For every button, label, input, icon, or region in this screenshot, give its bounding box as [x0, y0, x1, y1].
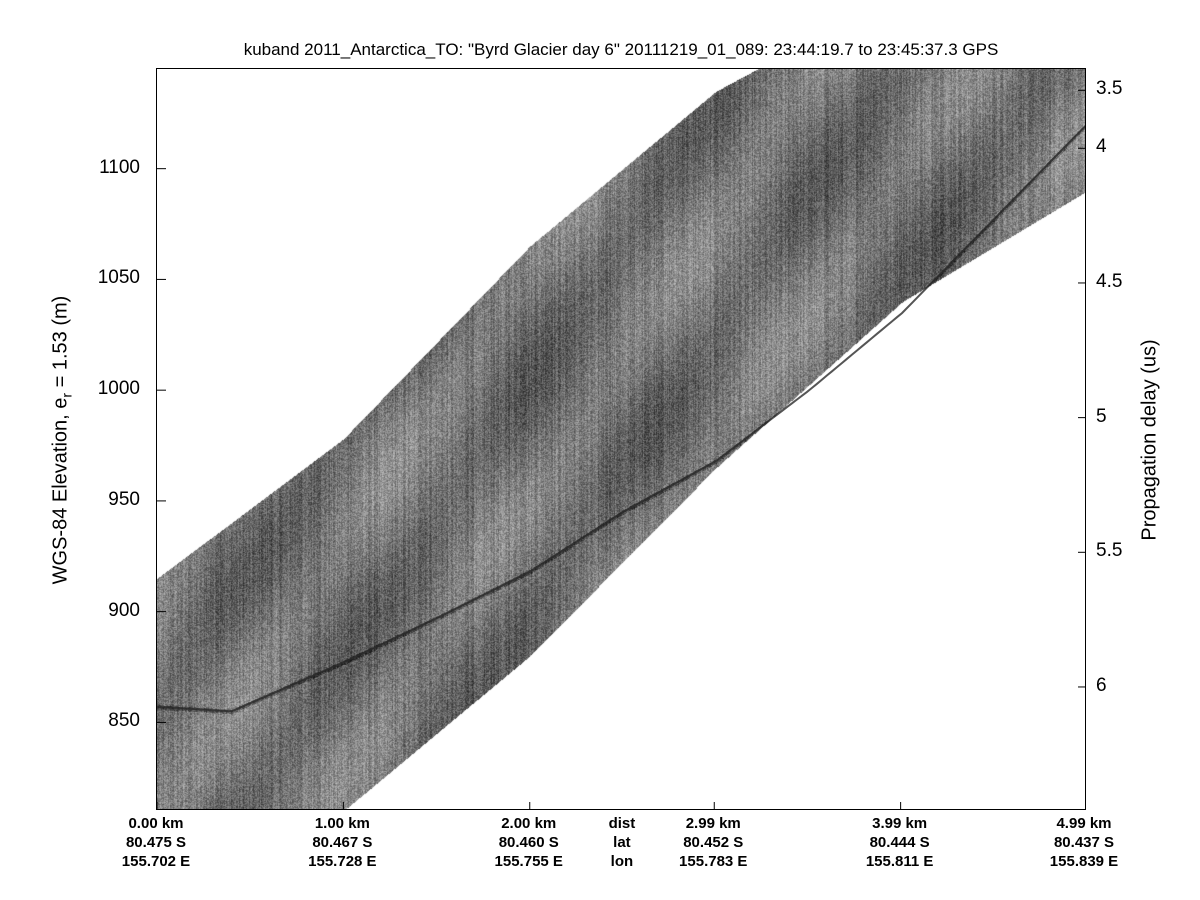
x-tick-lon: 155.702 E [121, 853, 191, 870]
ylabel-main: WGS-84 Elevation, e [49, 397, 72, 585]
right-y-tick-label: 3.5 [1096, 78, 1123, 100]
x-tick-label-column: 1.00 km 80.467 S 155.728 E [308, 814, 376, 871]
bed-reflection-line [157, 125, 1085, 713]
right-axis-ticks [1078, 89, 1085, 688]
chart-title: kuband 2011_Antarctica_TO: "Byrd Glacier… [243, 40, 999, 59]
echogram-overlay [157, 89, 1085, 809]
left-y-tick-label: 1100 [99, 156, 140, 178]
x-tick-dist: dist [608, 815, 636, 832]
x-tick-label-column: 4.99 km 80.437 S 155.839 E [1050, 814, 1118, 871]
ylabel-tail: = 1.53 (m) [49, 295, 72, 393]
bottom-axis-ticks [157, 802, 902, 809]
x-tick-label-column: 2.99 km 80.452 S 155.783 E [679, 814, 747, 871]
left-axis-ticks [157, 168, 166, 723]
right-y-tick-label: 6 [1096, 674, 1107, 696]
right-y-tick-label: 4 [1096, 136, 1107, 158]
x-tick-label-column: 0.00 km 80.475 S 155.702 E [122, 814, 190, 871]
x-tick-lon: 155.811 E [865, 853, 934, 870]
x-tick-lon: 155.728 E [308, 853, 377, 870]
left-y-tick-label: 900 [108, 599, 140, 621]
left-y-tick-label: 1000 [97, 378, 140, 400]
right-y-tick-label: 4.5 [1096, 270, 1123, 292]
x-tick-dist: 1.00 km [314, 815, 370, 832]
x-tick-dist: 3.99 km [872, 815, 928, 832]
x-tick-dist: 2.99 km [685, 815, 741, 832]
x-tick-lon: 155.839 E [1049, 853, 1119, 870]
left-y-tick-label: 950 [108, 488, 140, 510]
x-tick-lat: lat [613, 834, 631, 851]
right-y-axis-label: Propagation delay (us) [1138, 339, 1161, 541]
left-y-tick-label: 850 [108, 710, 140, 732]
left-y-axis-label: WGS-84 Elevation, er = 1.53 (m) [50, 296, 75, 585]
x-tick-label-column: 2.00 km 80.460 S 155.755 E [495, 814, 563, 871]
right-y-tick-label: 5 [1096, 405, 1107, 427]
x-tick-lat: 80.452 S [683, 834, 744, 851]
x-tick-dist: 0.00 km [128, 815, 184, 832]
x-tick-lat: 80.467 S [312, 834, 373, 851]
x-tick-lat: 80.475 S [125, 834, 187, 851]
x-tick-lat: 80.437 S [1053, 834, 1115, 851]
x-tick-label-column: 3.99 km 80.444 S 155.811 E [866, 814, 934, 871]
x-tick-label-column: dist lat lon [609, 814, 636, 871]
x-tick-dist: 2.00 km [501, 815, 557, 832]
ylabel-subscript: r [58, 392, 75, 398]
x-tick-lon: 155.755 E [494, 853, 563, 870]
echogram-plot-area [156, 68, 1086, 810]
x-tick-dist: 4.99 km [1056, 815, 1112, 832]
x-tick-lat: 80.460 S [498, 834, 559, 851]
left-y-tick-label: 1050 [97, 267, 140, 289]
x-tick-lat: 80.444 S [869, 834, 930, 851]
radar-echogram-image [157, 69, 1085, 809]
x-tick-lon: lon [610, 853, 634, 870]
x-tick-lon: 155.783 E [679, 853, 748, 870]
right-y-tick-label: 5.5 [1096, 540, 1123, 562]
